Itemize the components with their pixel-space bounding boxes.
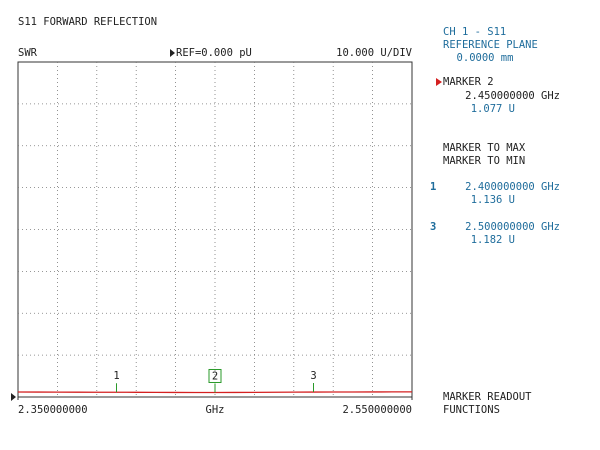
marker-box: [208, 368, 222, 383]
screen-title: S11 FORWARD REFLECTION: [18, 16, 157, 28]
marker-label: 3: [310, 370, 316, 382]
marker-number: 3: [430, 221, 436, 233]
softkey[interactable]: MARKER TO MIN: [443, 155, 525, 167]
marker-value: 1.136 U: [471, 194, 515, 206]
channel: CH 1 - S11: [443, 26, 506, 38]
x-tick-label: 2.350000000: [18, 404, 88, 416]
marker-frequency: 2.400000000 GHz: [465, 181, 560, 193]
marker-value: 1.182 U: [471, 234, 515, 246]
active-pointer: [436, 78, 442, 86]
ref-plane-value: 0.0000 mm: [457, 52, 514, 64]
format: SWR: [18, 47, 38, 59]
marker-frequency: 2.450000000 GHz: [465, 90, 560, 102]
ref-pointer: [170, 49, 175, 57]
x-tick-label: 2.550000000: [342, 404, 412, 416]
marker-number: 1: [430, 181, 436, 193]
x-axis-label: GHz: [206, 404, 225, 416]
softkey[interactable]: FUNCTIONS: [443, 404, 500, 416]
softkey[interactable]: MARKER READOUT: [443, 391, 532, 403]
reference-pointer: [11, 393, 16, 401]
scale: 10.000 U/DIV: [336, 47, 413, 59]
reference: REF=0.000 pU: [176, 47, 252, 59]
marker-label: 1: [113, 370, 119, 382]
ref-plane: REFERENCE PLANE: [443, 39, 538, 51]
marker-value: 1.077 U: [471, 103, 515, 115]
active-marker: MARKER 2: [443, 76, 494, 88]
marker-label: 2: [212, 370, 218, 382]
softkey[interactable]: MARKER TO MAX: [443, 142, 526, 154]
marker-frequency: 2.500000000 GHz: [465, 221, 560, 233]
